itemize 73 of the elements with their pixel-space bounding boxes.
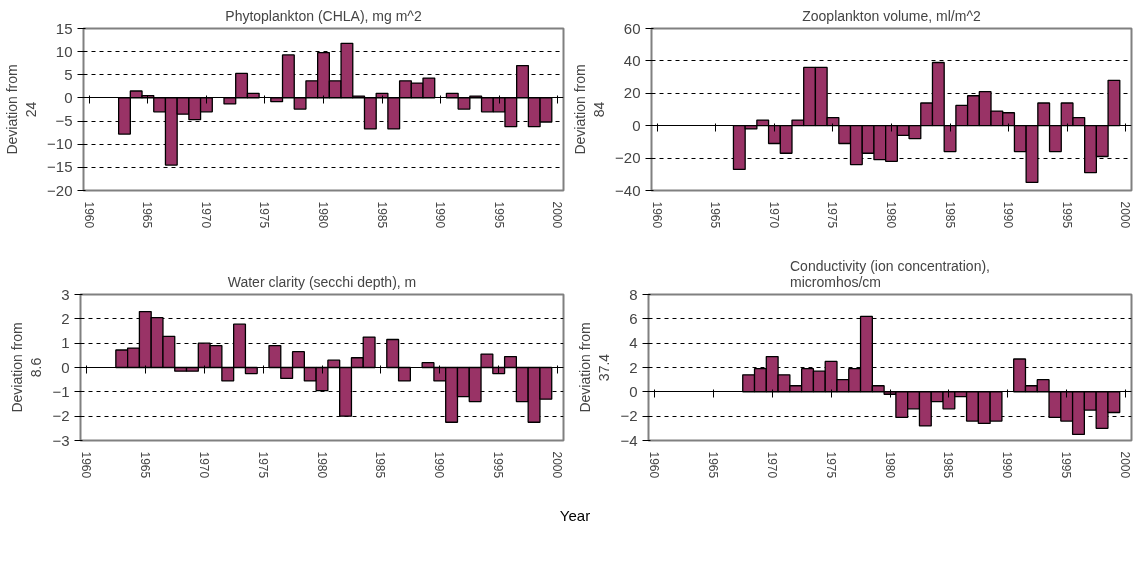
y-tick-label: −15 xyxy=(47,158,73,176)
y-tick-label: 3 xyxy=(61,285,70,303)
x-tick-label: 1975 xyxy=(823,451,838,479)
x-tick-label: 1975 xyxy=(257,201,272,229)
y-tick-label: 5 xyxy=(64,65,73,83)
y-tick-label: 8 xyxy=(629,285,638,303)
y-tick-label: 0 xyxy=(632,116,641,134)
x-tick-label: 1980 xyxy=(314,451,329,479)
x-tick-label: 1975 xyxy=(825,201,840,229)
y-axis-title: Deviation from 24 xyxy=(3,64,40,155)
chart-title: Zooplankton volume, ml/m^2 xyxy=(802,7,981,24)
y-axis-title: Deviation from 84 xyxy=(571,64,608,155)
x-tick-label: 1960 xyxy=(649,201,664,229)
x-tick-label: 2000 xyxy=(1118,201,1133,229)
y-tick-label: −3 xyxy=(52,431,70,449)
x-tick-label: 1985 xyxy=(941,451,956,479)
y-tick-label: 0 xyxy=(64,88,73,106)
x-tick-label: 1965 xyxy=(708,201,723,229)
y-axis-title: Deviation from 8.6 xyxy=(9,322,45,413)
y-tick-label: 60 xyxy=(623,19,641,37)
y-axis-title: Deviation from 37.4 xyxy=(577,322,613,413)
y-tick-label: −5 xyxy=(55,112,73,130)
x-tick-label: 1995 xyxy=(1059,451,1074,479)
y-tick-label: −2 xyxy=(52,407,70,425)
x-tick-label: 1970 xyxy=(766,201,781,229)
x-tick-label: 1985 xyxy=(374,201,389,229)
y-tick-label: 4 xyxy=(629,334,638,352)
y-tick-label: −20 xyxy=(615,149,641,167)
y-tick-label: 15 xyxy=(55,19,73,37)
x-tick-label: 1990 xyxy=(1000,451,1015,479)
y-tick-label: 40 xyxy=(623,51,641,69)
x-tick-label: 1990 xyxy=(432,451,447,479)
y-tick-label: 2 xyxy=(629,358,638,376)
chart-title: Phytoplankton (CHLA), mg m^2 xyxy=(225,7,422,24)
x-tick-label: 1960 xyxy=(646,451,661,479)
y-tick-label: −1 xyxy=(52,382,70,400)
x-tick-label: 2000 xyxy=(550,451,565,479)
x-tick-label: 1970 xyxy=(198,201,213,229)
x-tick-label: 1965 xyxy=(137,451,152,479)
x-tick-label: 1995 xyxy=(491,201,506,229)
y-tick-label: 6 xyxy=(629,309,638,327)
x-tick-label: 1985 xyxy=(373,451,388,479)
y-tick-label: −40 xyxy=(615,181,641,199)
x-tick-label: 1975 xyxy=(255,451,270,479)
y-tick-label: −4 xyxy=(620,431,638,449)
x-tick-label: 1970 xyxy=(764,451,779,479)
x-tick-label: 1965 xyxy=(705,451,720,479)
y-tick-label: 0 xyxy=(629,382,638,400)
y-tick-label: 20 xyxy=(623,84,641,102)
y-tick-label: 0 xyxy=(61,358,70,376)
y-tick-label: −10 xyxy=(47,135,73,153)
y-tick-label: −2 xyxy=(620,407,638,425)
y-tick-label: 1 xyxy=(61,334,70,352)
x-tick-label: 1960 xyxy=(78,451,93,479)
chart-title: Conductivity (ion concentration), micromhos/cm xyxy=(790,257,991,290)
text: Year xyxy=(559,506,591,526)
x-tick-label: 1985 xyxy=(942,201,957,229)
x-tick-label: 1980 xyxy=(884,201,898,229)
y-tick-label: 2 xyxy=(61,309,70,327)
y-tick-label: −20 xyxy=(47,181,73,199)
x-tick-label: 1960 xyxy=(81,201,96,229)
x-tick-label: 1995 xyxy=(1059,201,1074,229)
x-tick-label: 1980 xyxy=(316,201,330,229)
x-tick-label: 1965 xyxy=(140,201,155,229)
y-tick-label: 10 xyxy=(55,42,73,60)
x-tick-label: 1990 xyxy=(1001,201,1016,229)
x-tick-label: 1980 xyxy=(882,451,897,479)
x-tick-label: 2000 xyxy=(1118,451,1133,479)
x-tick-label: 1990 xyxy=(433,201,448,229)
x-tick-label: 1970 xyxy=(196,451,211,479)
chart-title: Water clarity (secchi depth), m xyxy=(227,273,417,290)
x-tick-label: 1995 xyxy=(491,451,506,479)
x-tick-label: 2000 xyxy=(550,201,565,229)
